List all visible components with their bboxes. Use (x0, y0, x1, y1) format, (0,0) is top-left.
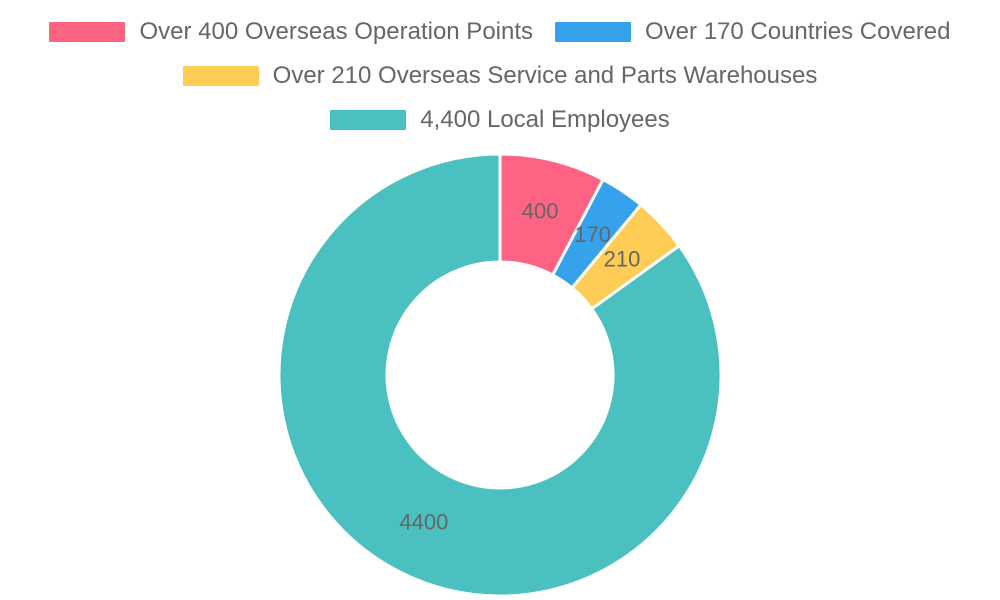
legend-row: Over 400 Overseas Operation Points Over … (0, 16, 1000, 48)
legend-label-service-warehouses: Over 210 Overseas Service and Parts Ware… (272, 62, 818, 89)
legend-label-operation-points: Over 400 Overseas Operation Points (139, 18, 534, 45)
data-label-countries-covered: 170 (574, 222, 611, 247)
legend-item-local-employees[interactable]: 4,400 Local Employees (330, 104, 670, 136)
donut-slice-4[interactable] (277, 152, 723, 598)
legend-swatch-operation-points (49, 22, 126, 42)
legend-swatch-local-employees (330, 110, 407, 130)
data-label-service-warehouses: 210 (604, 247, 641, 272)
legend-item-service-warehouses[interactable]: Over 210 Overseas Service and Parts Ware… (182, 60, 818, 92)
data-label-operation-points: 400 (522, 199, 559, 224)
legend-label-local-employees: 4,400 Local Employees (420, 106, 670, 133)
legend-item-operation-points[interactable]: Over 400 Overseas Operation Points (49, 16, 533, 48)
donut-labels: 400 170 210 4400 (399, 199, 640, 535)
legend-item-countries-covered[interactable]: Over 170 Countries Covered (555, 16, 951, 48)
donut-slices (277, 152, 723, 598)
data-label-local-employees: 4400 (399, 510, 448, 535)
legend-row: Over 210 Overseas Service and Parts Ware… (0, 60, 1000, 92)
legend-label-countries-covered: Over 170 Countries Covered (645, 18, 951, 45)
legend-swatch-service-warehouses (182, 66, 259, 86)
legend-row: 4,400 Local Employees (0, 104, 1000, 136)
legend-swatch-countries-covered (555, 22, 632, 42)
chart-legend: Over 400 Overseas Operation Points Over … (0, 0, 1000, 150)
